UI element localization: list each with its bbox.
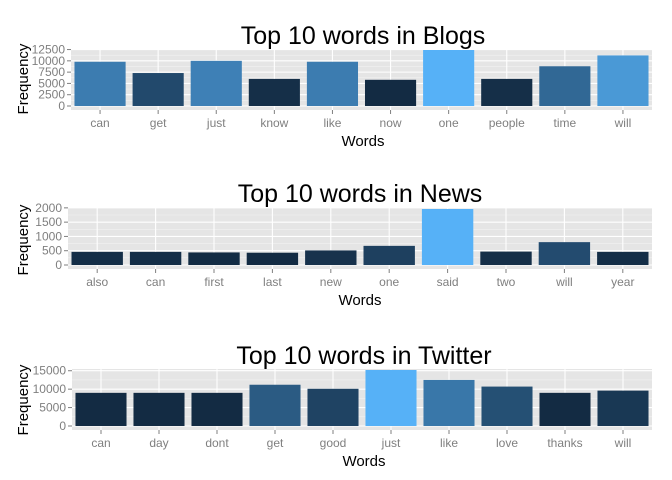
bar-time [539, 66, 591, 106]
bar-will [597, 55, 649, 106]
bar-get [132, 73, 184, 106]
x-tick-label: new [320, 275, 342, 289]
bar-people [481, 78, 533, 106]
news-chart: Top 10 words in News Frequency Words 050… [15, 180, 652, 309]
y-tick-label: 15000 [33, 364, 67, 378]
x-tick-label: like [323, 116, 341, 130]
x-axis-label: Words [342, 453, 385, 470]
y-tick-label: 0 [59, 419, 66, 433]
y-tick-label: 10000 [33, 382, 67, 396]
bar-also [71, 251, 123, 265]
bar-one [423, 50, 475, 106]
x-tick-label: can [90, 116, 109, 130]
plot-area: 0 5000 10000 15000 can day dont get good just like… [33, 364, 652, 450]
bar-just [190, 60, 242, 106]
bar-day [133, 392, 185, 426]
y-tick-label: 5000 [39, 401, 66, 415]
x-tick-label: love [496, 436, 518, 450]
x-tick-label: dont [205, 436, 229, 450]
bar-like [306, 61, 359, 106]
x-tick-label: good [320, 436, 347, 450]
bar-get [249, 384, 301, 426]
x-tick-label: also [86, 275, 108, 289]
x-tick-label: can [146, 275, 165, 289]
chart-title: Top 10 words in Blogs [241, 22, 486, 50]
bar-can [129, 251, 182, 265]
twitter-chart: Top 10 words in Twitter Frequency Words … [15, 342, 652, 470]
bar-love [481, 386, 533, 426]
y-tick-label: 2500 [38, 88, 65, 102]
bar-one [363, 245, 415, 265]
x-tick-label: year [611, 275, 634, 289]
y-tick-label: 12500 [32, 43, 66, 57]
x-tick-label: will [555, 275, 573, 289]
x-tick-label: said [437, 275, 459, 289]
y-tick-label: 7500 [38, 65, 65, 79]
y-tick-label: 5000 [38, 76, 65, 90]
bar-can [75, 392, 127, 426]
x-tick-label: one [439, 116, 459, 130]
bar-said [421, 209, 474, 265]
bar-now [364, 79, 417, 106]
bar-know [248, 78, 300, 106]
y-tick-label: 2000 [35, 201, 62, 215]
chart-title: Top 10 words in News [238, 180, 483, 208]
y-tick-label: 0 [55, 258, 62, 272]
x-tick-label: get [150, 116, 167, 130]
x-tick-label: two [497, 275, 516, 289]
bar-like [423, 379, 475, 426]
bar-year [597, 251, 649, 265]
x-axis-label: Words [338, 292, 381, 309]
x-tick-label: one [379, 275, 399, 289]
x-tick-label: like [440, 436, 458, 450]
x-tick-label: day [149, 436, 168, 450]
bar-just [365, 370, 417, 426]
x-tick-label: time [554, 116, 577, 130]
bar-two [480, 251, 532, 265]
x-tick-label: just [206, 116, 226, 130]
blogs-chart: Top 10 words in Blogs Frequency Words 02… [15, 22, 652, 150]
y-axis-label: Frequency [15, 204, 32, 275]
x-tick-label: just [381, 436, 401, 450]
bar-good [307, 388, 359, 426]
bar-will [538, 242, 591, 265]
y-tick-label: 1500 [35, 215, 62, 229]
bar-thanks [539, 392, 591, 426]
x-tick-label: will [614, 116, 632, 130]
x-tick-label: now [380, 116, 402, 130]
y-axis-label: Frequency [15, 43, 32, 114]
bar-new [305, 250, 357, 265]
x-tick-label: first [204, 275, 224, 289]
x-tick-label: get [267, 436, 284, 450]
bar-will [597, 390, 649, 426]
y-tick-label: 0 [58, 99, 65, 113]
bar-can [74, 61, 126, 106]
x-tick-label: thanks [547, 436, 582, 450]
y-tick-label: 10000 [32, 54, 66, 68]
bar-dont [191, 392, 243, 426]
x-tick-label: people [489, 116, 525, 130]
x-tick-label: can [91, 436, 110, 450]
chart-title: Top 10 words in Twitter [236, 342, 491, 370]
x-axis-label: Words [341, 133, 384, 150]
y-tick-label: 1000 [35, 229, 62, 243]
y-axis-label: Frequency [15, 364, 32, 435]
bar-last [246, 252, 299, 265]
x-tick-label: last [263, 275, 282, 289]
x-tick-label: will [614, 436, 632, 450]
x-tick-label: know [260, 116, 288, 130]
y-tick-label: 500 [42, 244, 62, 258]
bar-first [188, 252, 240, 265]
